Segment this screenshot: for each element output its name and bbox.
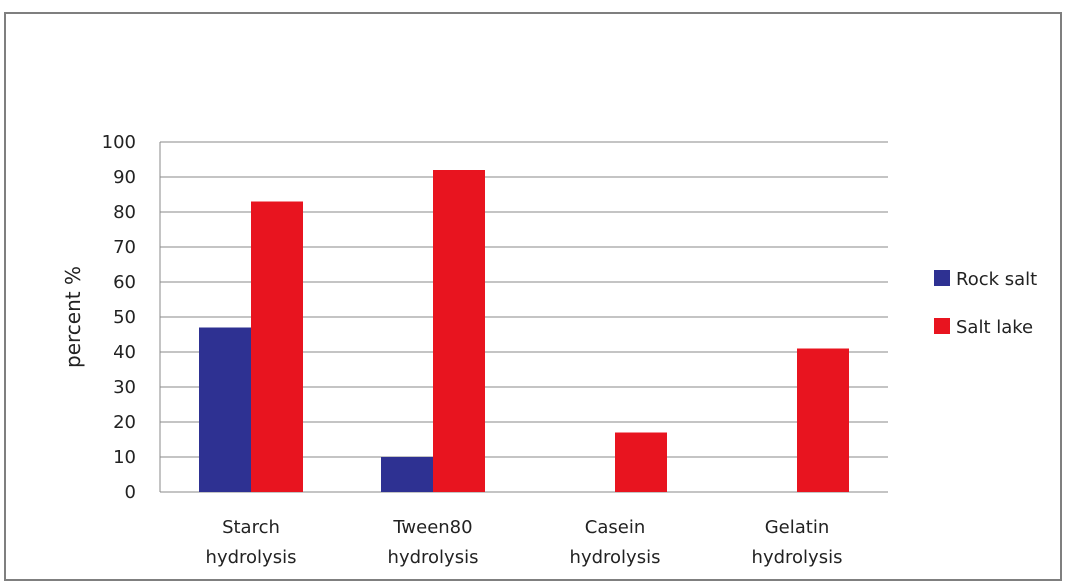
bar-salt-lake-2 [615, 432, 667, 492]
y-tick-label-60: 60 [113, 272, 136, 293]
y-tick-label-70: 70 [113, 237, 136, 258]
y-tick-label-40: 40 [113, 342, 136, 363]
x-category-label-0-line-0: Starch [222, 517, 280, 538]
x-category-label-1-line-1: hydrolysis [388, 547, 479, 568]
y-tick-label-20: 20 [113, 412, 136, 433]
y-tick-label-30: 30 [113, 377, 136, 398]
legend-swatch-1 [934, 318, 950, 334]
bar-salt-lake-1 [433, 170, 485, 492]
y-tick-label-80: 80 [113, 202, 136, 223]
legend-label-0: Rock salt [956, 269, 1037, 290]
legend-label-1: Salt lake [956, 317, 1033, 338]
bar-rock-salt-1 [381, 457, 433, 492]
bar-salt-lake-0 [251, 201, 303, 492]
chart-frame [4, 12, 1062, 581]
y-tick-label-10: 10 [113, 447, 136, 468]
x-category-label-3-line-0: Gelatin [765, 517, 830, 538]
x-category-label-2-line-1: hydrolysis [570, 547, 661, 568]
y-tick-label-50: 50 [113, 307, 136, 328]
y-axis-title: percent % [61, 266, 85, 368]
y-tick-label-100: 100 [102, 132, 136, 153]
y-tick-label-90: 90 [113, 167, 136, 188]
x-category-label-0-line-1: hydrolysis [206, 547, 297, 568]
bar-salt-lake-3 [797, 348, 849, 492]
x-category-label-1-line-0: Tween80 [392, 517, 472, 538]
bar-rock-salt-0 [199, 327, 251, 492]
x-category-label-3-line-1: hydrolysis [752, 547, 843, 568]
x-category-label-2-line-0: Casein [585, 517, 645, 538]
legend-swatch-0 [934, 270, 950, 286]
y-tick-label-0: 0 [125, 482, 136, 503]
